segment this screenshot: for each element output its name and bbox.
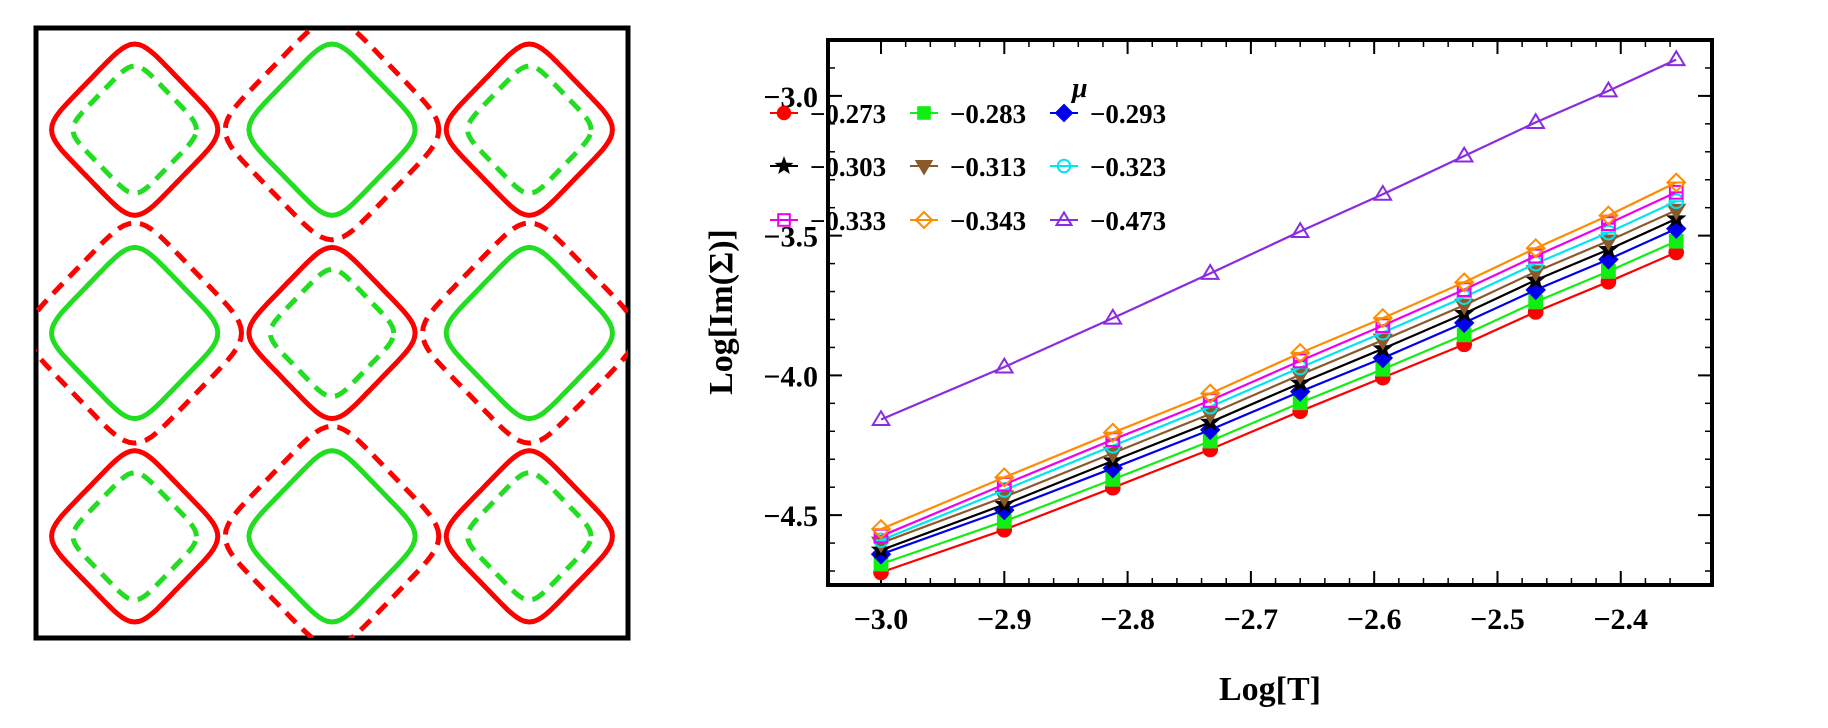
x-tick-label: −3.0: [854, 603, 909, 636]
series-8: [870, 172, 1687, 540]
legend-label: −0.283: [950, 99, 1026, 129]
series-line: [880, 200, 1677, 542]
fermi-contour-solid-green: [246, 41, 418, 218]
data-point: [994, 356, 1015, 374]
data-point: [1199, 419, 1221, 441]
contour-lines: [36, 28, 628, 638]
series-line: [880, 191, 1677, 538]
legend-entry: −0.303: [770, 152, 886, 182]
data-point: [1199, 383, 1221, 404]
legend-entry: −0.473: [1050, 206, 1166, 236]
data-point: [1289, 381, 1311, 402]
legend-entry: −0.273: [770, 99, 886, 129]
fermi-contour-solid-red: [49, 448, 221, 625]
fermi-surface-panel: [33, 25, 631, 641]
series-line: [880, 227, 1677, 556]
legend-entry: −0.323: [1050, 152, 1166, 182]
fermi-contour-dashed-red: [222, 423, 442, 638]
x-tick-label: −2.7: [1224, 603, 1279, 636]
y-tick-label: −4.5: [763, 500, 818, 533]
legend-label: −0.343: [950, 206, 1026, 236]
y-axis-label: Log[Im(Σ)]: [703, 229, 740, 395]
fermi-contour-dashed-red: [222, 28, 442, 243]
data-point: [1289, 342, 1311, 364]
legend-label: −0.323: [1090, 152, 1166, 182]
fermi-contour-solid-green: [49, 244, 221, 422]
fermi-contour-dashed-red: [36, 220, 245, 446]
fermi-contour-dashed-green: [465, 63, 594, 196]
data-point: [1200, 263, 1221, 280]
y-tick-label: −3.0: [763, 81, 818, 114]
fermi-contour-dashed-red: [419, 220, 628, 446]
legend-entry: −0.313: [910, 152, 1026, 182]
legend-label: −0.313: [950, 152, 1026, 182]
fermi-contour-solid-red: [443, 448, 615, 625]
legend: μ −0.273 −0.283 −0.293 −0.303 −0.313 −0.323 −0…: [770, 73, 1166, 236]
fermi-contour-solid-green: [443, 244, 615, 422]
fermi-contour-dashed-green: [70, 470, 199, 603]
legend-marker: [1054, 210, 1074, 226]
series-line: [880, 217, 1677, 552]
fermi-contour-solid-green: [246, 448, 418, 625]
data-point: [1102, 307, 1123, 325]
fermi-contour-dashed-green: [70, 63, 199, 196]
data-point: [1453, 272, 1475, 293]
data-point: [1525, 238, 1546, 259]
series-line: [880, 209, 1677, 545]
legend-title: μ: [1070, 73, 1088, 104]
data-point: [1454, 145, 1475, 163]
legend-label: −0.293: [1090, 99, 1166, 129]
data-point: [994, 467, 1015, 488]
data-point: [1372, 307, 1394, 329]
legend-label: −0.273: [810, 99, 886, 129]
x-tick-label: −2.9: [977, 603, 1032, 636]
self-energy-chart: −3.0 −2.9 −2.8 −2.7 −2.6 −2.5 −2.4−3.0−3.5−4.0…: [703, 38, 1714, 708]
legend-entry: −0.283: [910, 99, 1026, 129]
series-line: [880, 58, 1677, 421]
x-axis-label: Log[T]: [1219, 671, 1321, 708]
data-point: [870, 409, 892, 427]
legend-marker: [914, 210, 934, 230]
data-point: [1372, 184, 1393, 201]
legend-entry: −0.343: [910, 206, 1026, 236]
fermi-contour-solid-red: [246, 244, 418, 422]
fermi-contour-solid-red: [49, 41, 221, 218]
x-tick-label: −2.8: [1100, 603, 1155, 636]
data-series: [870, 49, 1687, 581]
x-tick-label: −2.4: [1593, 603, 1648, 636]
series-line: [880, 240, 1677, 566]
data-point: [1666, 172, 1687, 193]
legend-label: −0.333: [810, 206, 886, 236]
data-point: [1525, 112, 1546, 129]
data-point: [1666, 49, 1687, 67]
fermi-contour-dashed-green: [267, 266, 397, 400]
fermi-contour-dashed-green: [465, 470, 594, 603]
legend-marker: [914, 160, 934, 176]
data-point: [1290, 221, 1311, 238]
plot-frame: [826, 38, 1714, 587]
x-tick-label: −2.6: [1347, 603, 1402, 636]
legend-marker: [776, 105, 792, 121]
data-point: [1666, 203, 1687, 221]
legend-label: −0.473: [1090, 206, 1166, 236]
legend-label: −0.303: [810, 152, 886, 182]
legend-entry: −0.333: [770, 206, 886, 236]
series-line: [880, 181, 1677, 531]
x-tick-label: −2.5: [1470, 603, 1525, 636]
series-9: [870, 49, 1687, 427]
axis-ticks: −3.0 −2.9 −2.8 −2.7 −2.6 −2.5 −2.4−3.0−3.5−4.0…: [763, 39, 1712, 636]
data-point: [1102, 422, 1124, 443]
legend-marker: [917, 106, 931, 120]
legend-marker: [774, 156, 794, 175]
legend-marker: [1054, 103, 1074, 123]
data-point: [1598, 205, 1619, 226]
series-line: [880, 251, 1677, 574]
data-point: [1598, 80, 1619, 98]
fermi-contour-solid-red: [443, 41, 615, 218]
data-point: [870, 518, 892, 540]
y-tick-label: −4.0: [763, 360, 818, 393]
legend-entry: −0.293: [1050, 99, 1166, 129]
fermi-surface-frame: [33, 25, 631, 641]
